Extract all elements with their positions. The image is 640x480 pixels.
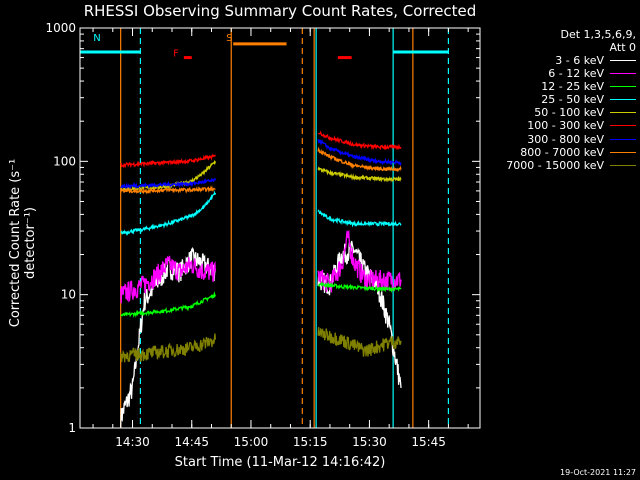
legend-entry-12-25-kev: 12 - 25 keV bbox=[486, 80, 636, 93]
legend-label: 7000 - 15000 keV bbox=[506, 158, 604, 172]
legend-label: 300 - 800 keV bbox=[527, 132, 604, 146]
legend-label: 100 - 300 keV bbox=[527, 119, 604, 133]
legend-entry-25-50-kev: 25 - 50 keV bbox=[486, 93, 636, 106]
y-tick-label-1: 1 bbox=[68, 421, 76, 435]
legend-swatch bbox=[610, 164, 636, 166]
series-line-300-800-kev-1 bbox=[317, 138, 402, 167]
series-line-6-12-kev-1 bbox=[317, 229, 402, 293]
x-tick-label-14-30: 14:30 bbox=[115, 435, 150, 449]
legend-swatch bbox=[610, 86, 636, 88]
legend-swatch bbox=[610, 112, 636, 114]
x-tick-label-15-15: 15:15 bbox=[293, 435, 328, 449]
legend-entry-50-100-kev: 50 - 100 keV bbox=[486, 106, 636, 119]
plot-frame bbox=[79, 27, 481, 429]
series-line-25-50-kev-1 bbox=[317, 209, 402, 228]
legend-label: 6 - 12 keV bbox=[548, 67, 604, 81]
legend-entry-3-6-kev: 3 - 6 keV bbox=[486, 54, 636, 67]
legend-swatch bbox=[610, 99, 636, 101]
legend-swatch bbox=[610, 73, 636, 75]
legend-entry-7000-15000-kev: 7000 - 15000 keV bbox=[486, 159, 636, 172]
legend-swatch bbox=[610, 138, 636, 140]
legend-swatch bbox=[610, 125, 636, 127]
legend-entry-6-12-kev: 6 - 12 keV bbox=[486, 67, 636, 80]
x-tick-label-14-45: 14:45 bbox=[174, 435, 209, 449]
detector-info: Det 1,3,5,6,9, bbox=[560, 28, 636, 41]
series-line-100-300-kev-0 bbox=[120, 153, 216, 169]
x-axis-label: Start Time (11-Mar-12 14:16:42) bbox=[174, 455, 386, 470]
legend-swatch bbox=[610, 60, 636, 61]
legend-label: 800 - 7000 keV bbox=[520, 145, 604, 159]
series-line-7000-15000-kev-1 bbox=[317, 327, 402, 357]
series-line-800-7000-kev-1 bbox=[317, 146, 402, 173]
series-line-50-100-kev-1 bbox=[317, 166, 402, 183]
series-line-7000-15000-kev-0 bbox=[120, 333, 217, 363]
legend-entry-100-300-kev: 100 - 300 keV bbox=[486, 119, 636, 132]
chart-title: RHESSI Observing Summary Count Rates, Co… bbox=[83, 2, 477, 20]
x-tick-label-15-30: 15:30 bbox=[352, 435, 387, 449]
legend-label: 25 - 50 keV bbox=[541, 93, 604, 107]
x-tick-label-15-45: 15:45 bbox=[411, 435, 446, 449]
y-tick-label-10: 10 bbox=[61, 288, 76, 302]
series-line-12-25-kev-1 bbox=[317, 280, 402, 294]
y-tick-label-100: 100 bbox=[53, 154, 76, 168]
series-line-50-100-kev-0 bbox=[120, 159, 217, 193]
legend-swatch bbox=[610, 151, 636, 153]
series-line-6-12-kev-0 bbox=[120, 255, 217, 304]
legend: Det 1,3,5,6,9, Att 0 3 - 6 keV 6 - 12 keV… bbox=[486, 28, 636, 172]
y-tick-label-1000: 1000 bbox=[45, 21, 76, 35]
marker-s: S bbox=[226, 33, 232, 44]
marker-n: N bbox=[93, 33, 100, 44]
series-line-800-7000-kev-0 bbox=[120, 185, 216, 195]
legend-entry-300-800-kev: 300 - 800 keV bbox=[486, 133, 636, 146]
attenuator-info: Att 0 bbox=[609, 41, 636, 54]
series-line-12-25-kev-0 bbox=[120, 291, 217, 318]
legend-label: 50 - 100 keV bbox=[534, 106, 604, 120]
series-line-100-300-kev-1 bbox=[317, 130, 402, 151]
series-line-25-50-kev-0 bbox=[120, 190, 217, 237]
legend-entry-800-7000-kev: 800 - 7000 keV bbox=[486, 146, 636, 159]
x-tick-label-15-00: 15:00 bbox=[234, 435, 269, 449]
legend-label: 3 - 6 keV bbox=[555, 54, 604, 67]
y-axis-label: Corrected Count Rate (s⁻¹ detector⁻¹) bbox=[8, 158, 38, 328]
generation-timestamp: 19-Oct-2021 11:27 bbox=[560, 468, 636, 477]
legend-label: 12 - 25 keV bbox=[541, 80, 604, 94]
marker-f: F bbox=[173, 49, 179, 60]
series-line-300-800-kev-0 bbox=[120, 177, 217, 190]
